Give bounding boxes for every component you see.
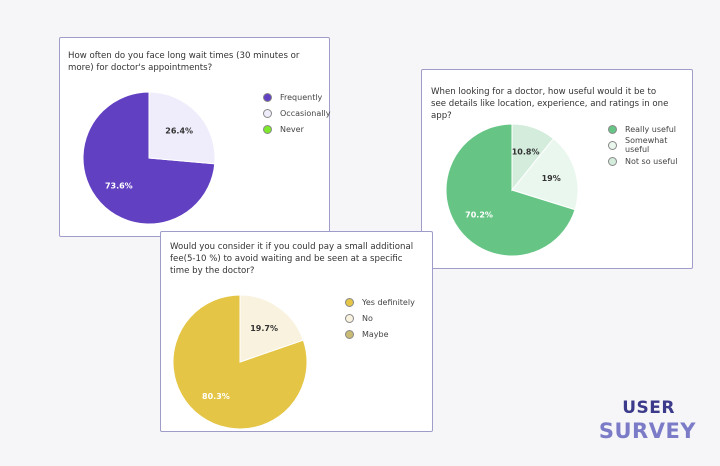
pie-slice-no: [239, 294, 304, 363]
legend-swatch: [608, 140, 617, 150]
pie-slice-not-so-useful: [511, 123, 555, 192]
legend-swatch: [345, 329, 354, 339]
legend-item: Never: [263, 121, 330, 137]
pie-data-label: 80.3%: [202, 392, 230, 401]
legend-item: Not so useful: [608, 153, 692, 169]
question-text: How often do you face long wait times (3…: [68, 51, 300, 73]
legend-item: Maybe: [345, 326, 415, 342]
pie-chart: 73.6% 26.4%: [82, 91, 216, 225]
pie-data-label: 19%: [542, 174, 561, 183]
survey-card-app-usefulness: When looking for a doctor, how useful wo…: [421, 69, 693, 269]
legend-label: Somewhat useful: [625, 136, 668, 154]
pie-chart: 80.3% 19.7%: [172, 294, 308, 430]
pie-data-label: 19.7%: [250, 324, 278, 333]
legend-swatch: [345, 297, 354, 307]
survey-card-wait-times: How often do you face long wait times (3…: [59, 37, 330, 237]
legend-item: Somewhat useful: [608, 136, 692, 154]
legend-item: Occasionally: [263, 105, 330, 121]
survey-card-additional-fee: Would you consider it if you could pay a…: [160, 231, 433, 432]
legend-swatch: [263, 92, 272, 102]
legend-item: Really useful: [608, 121, 692, 137]
pie-slice-occasionally: [148, 91, 216, 165]
pie-chart: 70.2% 19% 10.8%: [445, 123, 579, 257]
legend-label: Never: [280, 124, 304, 134]
pie-data-label: 26.4%: [165, 126, 193, 135]
legend-label: Frequently: [280, 92, 323, 102]
question-text: Would you consider it if you could pay a…: [170, 242, 414, 276]
legend-swatch: [608, 156, 617, 166]
legend-label: Not so useful: [625, 156, 678, 166]
pie-slice-really-useful: [445, 123, 576, 257]
legend-swatch: [345, 313, 354, 323]
pie-slice-somewhat-useful: [511, 137, 579, 211]
brand-title-user: USER: [622, 398, 675, 418]
legend-item: No: [345, 310, 415, 326]
legend-swatch: [263, 108, 272, 118]
chart-legend: Yes definitely No Maybe: [345, 294, 415, 342]
pie-data-label: 10.8%: [512, 147, 540, 156]
chart-legend: Frequently Occasionally Never: [263, 89, 330, 137]
legend-item: Yes definitely: [345, 294, 415, 310]
brand-title-survey: SURVEY: [598, 419, 696, 443]
pie-data-label: 73.6%: [105, 182, 133, 191]
legend-swatch: [608, 124, 617, 134]
legend-label: No: [362, 313, 373, 323]
question-text: When looking for a doctor, how useful wo…: [431, 87, 669, 121]
legend-item: Frequently: [263, 89, 330, 105]
legend-label: Occasionally: [280, 108, 331, 118]
legend-label: Yes definitely: [362, 297, 415, 307]
legend-label: Really useful: [625, 124, 677, 134]
pie-data-label: 70.2%: [465, 210, 493, 219]
legend-label: Maybe: [362, 329, 389, 339]
chart-legend: Really useful Somewhat useful Not so usefu…: [608, 121, 692, 169]
legend-swatch: [263, 124, 272, 134]
